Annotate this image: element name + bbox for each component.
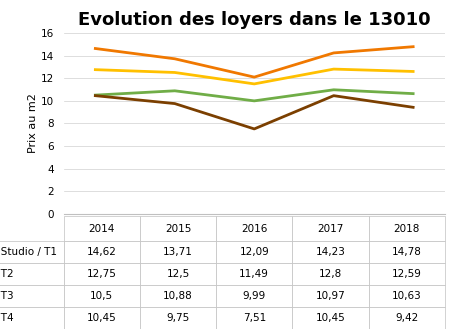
- Title: Evolution des loyers dans le 13010: Evolution des loyers dans le 13010: [78, 11, 430, 29]
- Y-axis label: Prix au m2: Prix au m2: [28, 93, 38, 153]
